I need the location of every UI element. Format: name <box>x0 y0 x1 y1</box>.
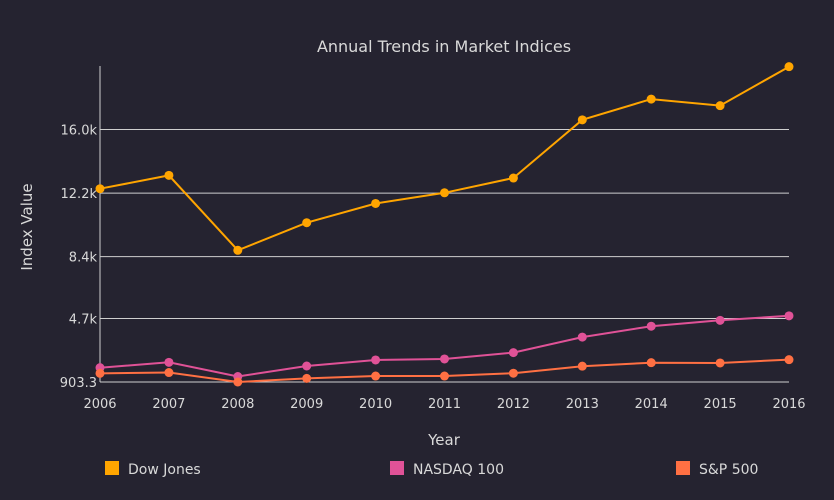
data-point <box>646 321 656 331</box>
data-point <box>164 357 174 367</box>
x-tick-label: 2008 <box>221 397 254 412</box>
x-tick-label: 2014 <box>635 397 668 412</box>
data-point <box>508 368 518 378</box>
data-point <box>440 188 449 198</box>
data-point <box>646 94 656 104</box>
grid <box>100 129 789 383</box>
data-point <box>371 371 381 381</box>
legend-swatch <box>390 461 404 475</box>
data-point <box>577 115 587 125</box>
x-tick-label: 2006 <box>83 397 116 412</box>
series-lines <box>99 65 790 384</box>
data-point <box>371 355 381 365</box>
data-point <box>440 371 449 381</box>
x-tick-label: 2012 <box>497 397 530 412</box>
legend-label: NASDAQ 100 <box>413 462 504 478</box>
y-axis-title: Index Value <box>18 183 36 270</box>
x-tick-labels: 2006 2007 2008 2009 2010 2011 2012 2013 2014 2015… <box>83 397 805 412</box>
x-tick-label: 2007 <box>152 397 185 412</box>
legend-swatch <box>105 461 119 475</box>
data-point <box>784 311 794 321</box>
series-line <box>99 314 790 378</box>
data-point <box>715 315 725 325</box>
data-point <box>302 373 312 383</box>
y-tick-labels: 903.3 4.7k 8.4k 12.2k 16.0k <box>60 124 98 391</box>
data-point <box>508 348 518 358</box>
x-tick-label: 2010 <box>359 397 392 412</box>
legend-swatch <box>676 461 690 475</box>
x-tick-label: 2009 <box>290 397 323 412</box>
data-point <box>95 368 105 378</box>
data-point <box>302 361 312 371</box>
x-tick-label: 2015 <box>704 397 737 412</box>
data-point <box>646 358 656 368</box>
data-point <box>784 355 794 365</box>
data-point <box>715 358 725 368</box>
x-tick-label: 2016 <box>772 397 805 412</box>
y-tick-label: 12.2k <box>61 187 98 202</box>
legend-label: Dow Jones <box>128 462 201 478</box>
x-axis-title: Year <box>427 431 461 449</box>
y-tick-label: 16.0k <box>61 124 98 139</box>
y-tick-label: 4.7k <box>69 313 98 328</box>
x-tick-label: 2013 <box>566 397 599 412</box>
legend-label: S&P 500 <box>699 462 758 478</box>
data-point <box>302 218 312 228</box>
legend: Dow Jones NASDAQ 100 S&P 500 <box>105 461 758 478</box>
data-point <box>508 173 518 183</box>
series-line <box>99 65 790 252</box>
data-point <box>164 368 174 378</box>
data-point <box>233 377 243 387</box>
data-point <box>233 245 243 255</box>
data-point <box>164 170 174 180</box>
x-tick-label: 2011 <box>428 397 461 412</box>
y-tick-label: 903.3 <box>60 376 97 391</box>
chart-title: Annual Trends in Market Indices <box>317 37 571 56</box>
data-point <box>577 361 587 371</box>
data-point <box>577 332 587 342</box>
data-point <box>715 101 725 111</box>
data-point <box>95 184 105 194</box>
y-tick-label: 8.4k <box>69 251 98 266</box>
data-point <box>371 198 381 208</box>
data-point <box>784 62 794 72</box>
series-points <box>95 62 794 387</box>
data-point <box>440 354 449 364</box>
